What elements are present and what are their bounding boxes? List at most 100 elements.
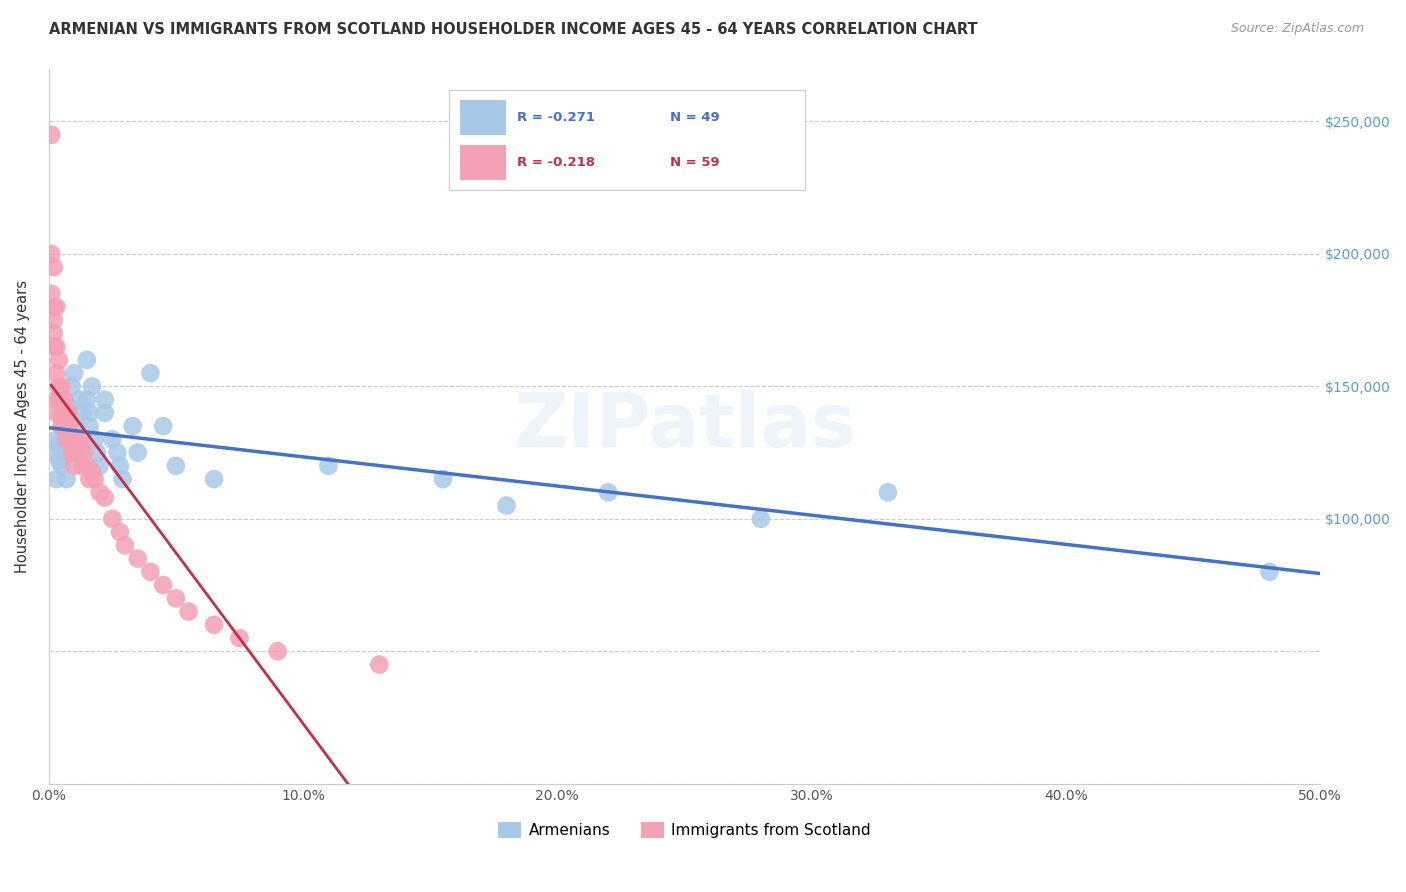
Point (39, 286, 62, 301)
Point (45, 340, 67, 354)
Point (66, 419, 89, 434)
Point (127, 551, 149, 566)
Point (165, 591, 187, 606)
Text: Source: ZipAtlas.com: Source: ZipAtlas.com (1230, 22, 1364, 36)
Point (58, 419, 80, 434)
Point (45, 406, 67, 420)
Point (63, 445, 86, 459)
Point (86, 445, 108, 459)
Point (152, 419, 174, 434)
Point (165, 458, 187, 473)
Point (51, 411, 73, 425)
Point (368, 657, 391, 672)
Point (66, 445, 89, 459)
Point (202, 617, 225, 632)
Point (80, 379, 103, 393)
Point (55, 433, 77, 447)
Point (101, 433, 124, 447)
Point (51, 419, 73, 434)
Point (139, 366, 162, 380)
Point (93, 406, 115, 420)
Point (51, 458, 73, 473)
Point (67, 392, 90, 407)
Point (53, 392, 76, 407)
Point (70, 406, 93, 420)
Point (67, 433, 90, 447)
Point (79, 419, 101, 434)
Point (42, 340, 65, 354)
Point (60, 433, 83, 447)
Point (55, 472, 77, 486)
Point (63, 366, 86, 380)
Point (55, 419, 77, 434)
Point (42, 445, 65, 459)
Point (598, 485, 620, 500)
Point (60, 433, 83, 447)
Point (79, 406, 101, 420)
Point (55, 406, 77, 420)
Point (53, 419, 76, 434)
Y-axis label: Householder Income Ages 45 - 64 years: Householder Income Ages 45 - 64 years (15, 279, 30, 573)
Point (63, 458, 86, 473)
Point (51, 406, 73, 420)
Point (108, 524, 131, 539)
Point (48, 379, 70, 393)
Point (58, 419, 80, 434)
Point (51, 379, 73, 393)
Point (58, 406, 80, 420)
Point (121, 419, 143, 434)
Point (139, 565, 162, 579)
Point (749, 512, 772, 526)
Point (45, 392, 67, 407)
Text: ZIPatlas: ZIPatlas (513, 390, 856, 463)
Text: ARMENIAN VS IMMIGRANTS FROM SCOTLAND HOUSEHOLDER INCOME AGES 45 - 64 YEARS CORRE: ARMENIAN VS IMMIGRANTS FROM SCOTLAND HOU… (49, 22, 977, 37)
Point (51, 392, 73, 407)
Point (111, 472, 134, 486)
Point (39, 247, 62, 261)
Point (45, 433, 67, 447)
Point (48, 453, 70, 467)
Point (60, 445, 83, 459)
Point (76, 458, 98, 473)
Point (79, 472, 101, 486)
Point (58, 433, 80, 447)
Point (53, 406, 76, 420)
Point (53, 445, 76, 459)
Point (89, 485, 111, 500)
Point (67, 445, 90, 459)
Point (107, 445, 129, 459)
Point (42, 300, 65, 314)
Point (108, 458, 131, 473)
Point (48, 392, 70, 407)
Point (266, 644, 288, 658)
Point (39, 128, 62, 142)
Point (228, 631, 250, 645)
Point (70, 437, 93, 451)
Point (45, 366, 67, 380)
Point (127, 445, 149, 459)
Point (114, 538, 136, 552)
Point (45, 300, 67, 314)
Point (76, 352, 98, 367)
Point (877, 485, 900, 500)
Point (53, 427, 76, 442)
Point (48, 352, 70, 367)
Point (63, 433, 86, 447)
Point (60, 379, 83, 393)
Point (89, 458, 111, 473)
Point (93, 392, 115, 407)
Point (152, 578, 174, 592)
Point (177, 605, 200, 619)
Point (55, 440, 77, 454)
Point (51, 392, 73, 407)
Point (42, 326, 65, 341)
Point (83, 433, 105, 447)
Point (42, 313, 65, 327)
Point (80, 464, 103, 478)
Point (70, 458, 93, 473)
Point (60, 437, 83, 451)
Point (495, 499, 517, 513)
Point (432, 472, 454, 486)
Point (93, 491, 115, 505)
Point (318, 458, 340, 473)
